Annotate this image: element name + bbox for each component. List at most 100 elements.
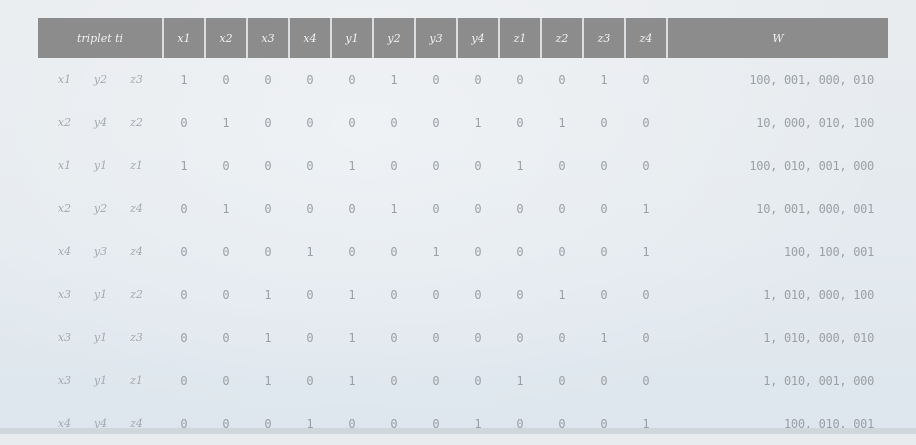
slide-background	[0, 0, 916, 434]
triplet-element: x1	[57, 159, 72, 172]
triplet-element: x4	[57, 417, 72, 430]
bit-cell: 0	[180, 244, 188, 259]
bit-cell: 0	[180, 416, 188, 431]
bit-cell: 0	[264, 158, 272, 173]
bit-cell: 0	[432, 72, 440, 87]
header-col-x2: x2	[205, 18, 248, 58]
bit-cell: 0	[390, 244, 398, 259]
table-row: x4 y4 z4 0 0 0 1 0 0 0 1 0 0 0 1 100, 010, 001	[38, 402, 888, 445]
bit-cell: 0	[474, 158, 482, 173]
bit-cell: 1	[642, 201, 650, 216]
bit-cell: 0	[558, 158, 566, 173]
bit-cell: 0	[474, 72, 482, 87]
triplet-element: y4	[93, 417, 108, 430]
bit-cell: 0	[600, 115, 608, 130]
triplet-element: x3	[57, 331, 72, 344]
bit-cell: 0	[558, 416, 566, 431]
header-triplet: triplet ti	[38, 18, 164, 58]
bit-cell: 0	[600, 287, 608, 302]
bit-cell: 0	[642, 72, 650, 87]
bit-cell: 0	[600, 158, 608, 173]
bit-cell: 1	[474, 416, 482, 431]
triplet-element: z4	[130, 417, 143, 430]
header-col-y1: y1	[331, 18, 374, 58]
triplet-element: x3	[57, 288, 72, 301]
bit-cell: 0	[264, 244, 272, 259]
bit-cell: 0	[432, 287, 440, 302]
triplet-element: z1	[130, 374, 143, 387]
triplet-element: y1	[93, 159, 108, 172]
bit-cell: 0	[600, 373, 608, 388]
bit-cell: 1	[474, 115, 482, 130]
bit-cell: 0	[306, 72, 314, 87]
header-col-x4: x4	[289, 18, 332, 58]
bit-cell: 1	[180, 72, 188, 87]
bit-cell: 0	[558, 373, 566, 388]
bit-cell: 0	[222, 416, 230, 431]
w-cell: 1, 010, 000, 010	[763, 330, 874, 345]
triplet-cell: x3 y1 z1	[38, 359, 163, 402]
bit-cell: 0	[222, 330, 230, 345]
bit-cell: 1	[348, 373, 356, 388]
bit-cell: 0	[516, 115, 524, 130]
bit-cell: 0	[474, 373, 482, 388]
bit-cell: 0	[432, 416, 440, 431]
table-header-row: triplet ti x1 x2 x3 x4 y1 y2 y3 y4 z1 z2 z3 z4 W	[38, 18, 888, 58]
header-col-z1: z1	[499, 18, 542, 58]
bit-cell: 0	[306, 287, 314, 302]
bit-cell: 1	[348, 158, 356, 173]
triplet-cell: x1 y1 z1	[38, 144, 163, 187]
w-cell: 100, 100, 001	[783, 244, 874, 259]
w-cell: 100, 001, 000, 010	[749, 72, 874, 87]
bit-cell: 0	[348, 201, 356, 216]
bit-cell: 1	[390, 201, 398, 216]
bit-cell: 1	[432, 244, 440, 259]
triplet-element: z3	[130, 331, 143, 344]
table-row: x3 y1 z1 0 0 1 0 1 0 0 0 1 0 0 0 1, 010, 001, 000	[38, 359, 888, 402]
bit-cell: 0	[390, 373, 398, 388]
bit-cell: 0	[306, 158, 314, 173]
bit-cell: 0	[516, 201, 524, 216]
bit-cell: 0	[306, 201, 314, 216]
bit-cell: 1	[516, 158, 524, 173]
triplet-table: triplet ti x1 x2 x3 x4 y1 y2 y3 y4 z1 z2 z3 z4 W x1 y…	[38, 18, 888, 445]
bit-cell: 0	[180, 373, 188, 388]
header-col-z2: z2	[541, 18, 584, 58]
bit-cell: 0	[642, 115, 650, 130]
bit-cell: 1	[642, 416, 650, 431]
bit-cell: 1	[558, 115, 566, 130]
bit-cell: 1	[558, 287, 566, 302]
bit-cell: 0	[180, 115, 188, 130]
triplet-element: z1	[130, 159, 143, 172]
bit-cell: 0	[222, 158, 230, 173]
bit-cell: 0	[222, 287, 230, 302]
bit-cell: 0	[348, 244, 356, 259]
bit-cell: 0	[516, 287, 524, 302]
triplet-element: z4	[130, 202, 143, 215]
triplet-element: z3	[130, 73, 143, 86]
bit-cell: 0	[474, 201, 482, 216]
bit-cell: 0	[432, 373, 440, 388]
header-col-y3: y3	[415, 18, 458, 58]
bit-cell: 0	[348, 115, 356, 130]
header-col-x1: x1	[163, 18, 206, 58]
bit-cell: 1	[180, 158, 188, 173]
header-col-y2: y2	[373, 18, 416, 58]
bit-cell: 0	[222, 72, 230, 87]
bit-cell: 0	[558, 330, 566, 345]
bit-cell: 0	[516, 330, 524, 345]
triplet-element: z4	[130, 245, 143, 258]
table-row: x2 y2 z4 0 1 0 0 0 1 0 0 0 0 0 1 10, 001, 000, 001	[38, 187, 888, 230]
bit-cell: 1	[348, 287, 356, 302]
triplet-cell: x1 y2 z3	[38, 58, 163, 101]
triplet-element: y2	[93, 202, 108, 215]
bit-cell: 1	[600, 72, 608, 87]
header-col-z4: z4	[625, 18, 668, 58]
bit-cell: 0	[642, 373, 650, 388]
bit-cell: 0	[642, 330, 650, 345]
bit-cell: 0	[516, 244, 524, 259]
w-cell: 10, 000, 010, 100	[756, 115, 874, 130]
bit-cell: 0	[432, 201, 440, 216]
bit-cell: 0	[222, 373, 230, 388]
bit-cell: 0	[180, 287, 188, 302]
